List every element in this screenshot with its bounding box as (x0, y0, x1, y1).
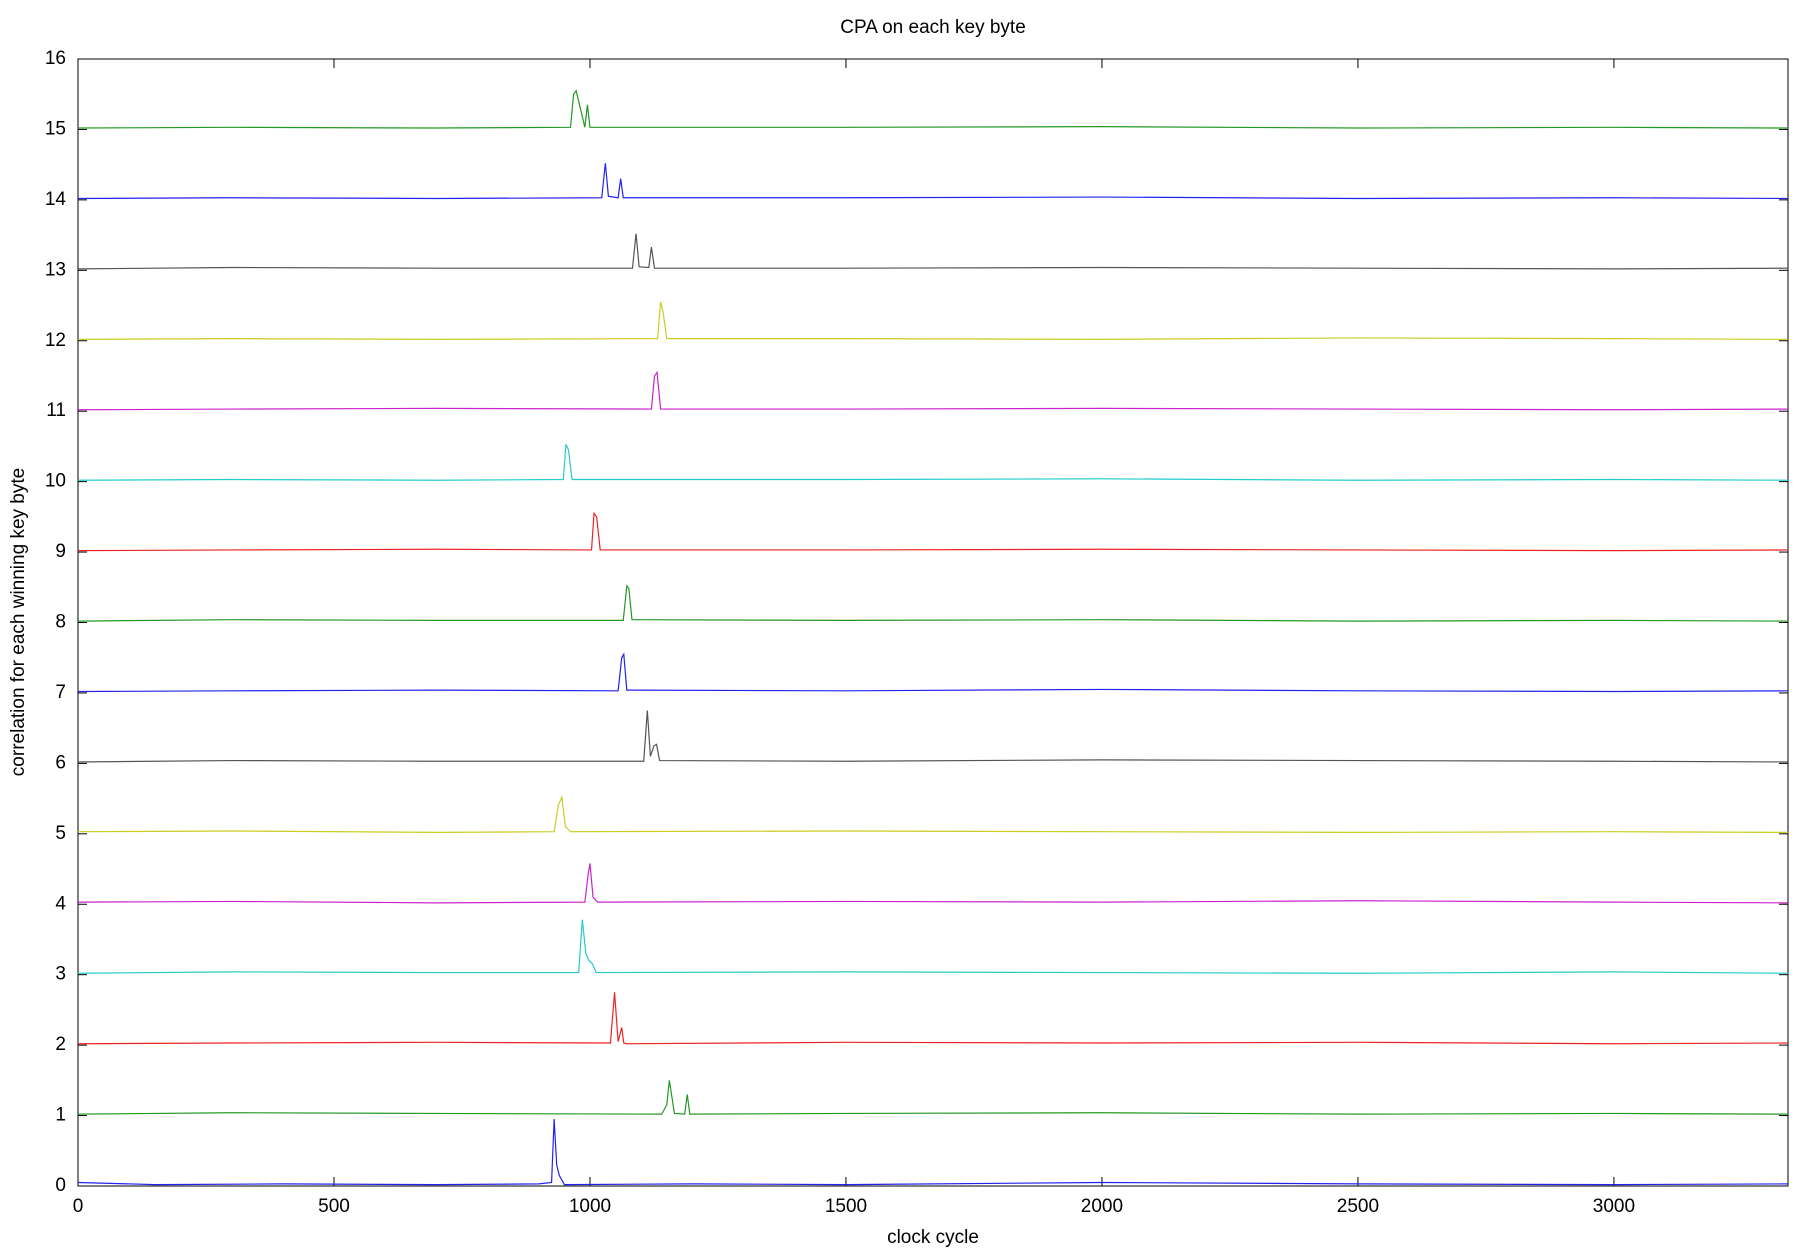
series-line (77, 992, 1789, 1045)
y-tick-label: 10 (45, 471, 66, 492)
series-line (77, 89, 1789, 129)
chart-title: CPA on each key byte (840, 17, 1026, 38)
y-tick-label: 0 (55, 1175, 66, 1196)
y-tick-label: 14 (45, 189, 67, 210)
y-tick-label: 7 (55, 682, 66, 703)
series-line (77, 1080, 1789, 1115)
series-line (77, 301, 1789, 340)
series-line (77, 511, 1789, 552)
series-line (77, 370, 1789, 411)
series-line (77, 584, 1789, 622)
x-tick-label: 2000 (1081, 1196, 1123, 1217)
x-tick-label: 500 (318, 1196, 350, 1217)
y-tick-label: 13 (45, 259, 66, 280)
x-tick-label: 0 (73, 1196, 84, 1217)
series-line (77, 863, 1789, 904)
y-tick-label: 5 (55, 823, 66, 844)
series-line (77, 444, 1789, 481)
y-tick-label: 8 (55, 612, 66, 633)
series-line (77, 794, 1789, 834)
x-tick-label: 1000 (569, 1196, 611, 1217)
series-line (77, 163, 1789, 200)
x-tick-label: 1500 (825, 1196, 867, 1217)
series-line (77, 652, 1789, 693)
y-axis-label: correlation for each winning key byte (8, 468, 29, 776)
y-tick-label: 3 (55, 964, 66, 985)
series-line (77, 1119, 1789, 1186)
y-tick-label: 4 (55, 893, 66, 914)
x-tick-label: 2500 (1337, 1196, 1379, 1217)
series-line (77, 710, 1789, 763)
y-tick-label: 15 (45, 118, 66, 139)
y-tick-label: 11 (46, 400, 66, 421)
y-tick-label: 9 (55, 541, 66, 562)
y-tick-label: 1 (55, 1105, 66, 1126)
y-tick-label: 12 (45, 330, 66, 351)
y-tick-label: 6 (55, 752, 66, 773)
y-tick-label: 2 (55, 1034, 66, 1055)
x-tick-label: 3000 (1593, 1196, 1635, 1217)
y-tick-label: 16 (45, 48, 66, 69)
series-line (77, 919, 1789, 974)
x-axis-label: clock cycle (887, 1227, 979, 1248)
series-line (77, 233, 1789, 270)
